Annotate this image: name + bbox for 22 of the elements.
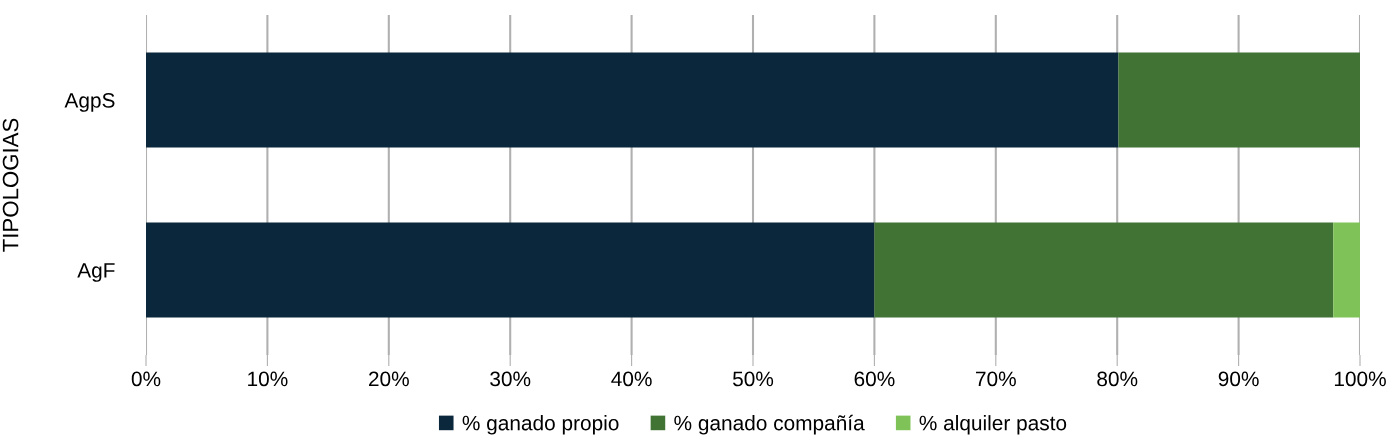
x-tick-label: 50% — [732, 371, 774, 387]
legend-label: % ganado propio — [462, 415, 619, 435]
bar — [1333, 222, 1360, 318]
y-tick-label: AgpS — [64, 93, 115, 112]
x-tick-label: 80% — [1097, 371, 1138, 387]
x-tick-label: 0% — [131, 371, 161, 387]
x-tick-label: 20% — [369, 371, 409, 387]
y-tick-label: AgF — [77, 263, 115, 282]
x-tick-label: 10% — [248, 371, 288, 387]
x-tick-label: 60% — [854, 371, 895, 387]
bar — [146, 222, 875, 318]
x-tick-label: 90% — [1218, 371, 1259, 387]
legend-label: % ganado compañía — [674, 414, 865, 435]
bar — [1118, 52, 1360, 148]
x-tick-label: 30% — [490, 371, 531, 387]
y-axis-title: TIPOLOGIAS — [2, 118, 19, 252]
x-tick-label: 40% — [611, 371, 652, 387]
bar — [146, 52, 1119, 148]
legend-label: % alquiler pasto — [919, 415, 1067, 435]
x-tick-label: 100% — [1334, 371, 1386, 387]
x-tick-label: 70% — [976, 371, 1016, 387]
bar — [874, 222, 1334, 318]
